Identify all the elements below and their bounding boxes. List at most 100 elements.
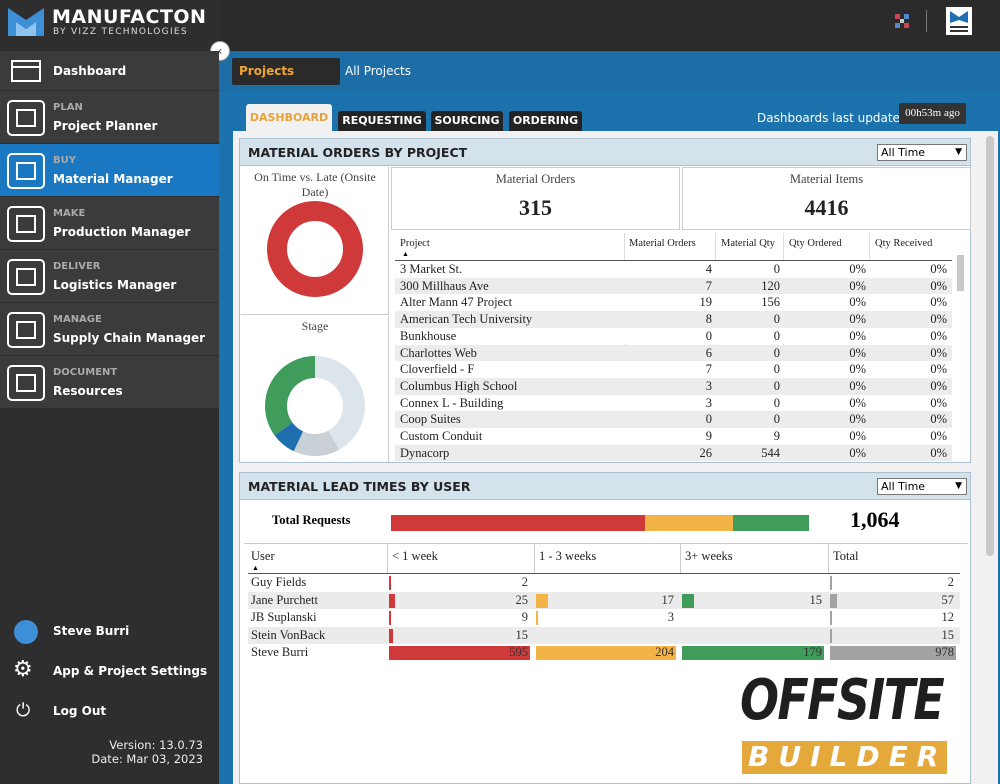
tab[interactable]: SOURCING: [431, 111, 503, 131]
table-cell: 8: [705, 312, 712, 327]
bar: [682, 646, 824, 660]
table-row: [395, 377, 952, 395]
table-cell: 0%: [849, 429, 866, 443]
table-cell: Connex L - Building: [400, 395, 504, 410]
bar: [536, 611, 539, 625]
filter-select[interactable]: All Time ▼: [877, 478, 967, 495]
panel-title: MATERIAL LEAD TIMES BY USER: [248, 479, 471, 494]
table-cell: 0%: [849, 412, 866, 427]
bar-value: 15: [515, 627, 529, 642]
table-cell: 7: [705, 278, 712, 293]
column-header[interactable]: < 1 week: [392, 549, 438, 563]
column-header[interactable]: 3+ weeks: [685, 549, 733, 563]
scrollbar[interactable]: [986, 136, 994, 556]
icon-shape: [11, 60, 41, 82]
user-name-cell: Guy Fields: [251, 575, 307, 589]
bar-value: 57: [941, 592, 955, 607]
table-cell: 0: [705, 328, 712, 343]
panel: MATERIAL ORDERS BY PROJECT All Time ▼ On Ti…: [239, 138, 971, 463]
table-cell: Custom Conduit: [400, 429, 483, 443]
settings-link[interactable]: App & Project Settings: [53, 664, 208, 678]
panel: MATERIAL LEAD TIMES BY USER All Time ▼ Tota…: [239, 472, 971, 784]
total-label: Total Requests: [272, 513, 351, 527]
last-updated-label: Dashboards last updated:: [757, 111, 912, 125]
date: Date: Mar 03, 2023: [91, 752, 203, 766]
lead-table: User < 1 week 1 - 3 weeks 3+ weeks Total ▲ Guy…: [244, 543, 968, 663]
table-cell: 7: [705, 362, 712, 377]
table-row: [395, 294, 952, 312]
nav-item[interactable]: MAKE Production Manager: [0, 197, 219, 250]
table-cell: 9: [705, 429, 712, 443]
table-cell: 19: [699, 295, 713, 310]
bar-value: 15: [941, 627, 955, 642]
logout-link[interactable]: Log Out: [53, 704, 107, 718]
bar-value: 15: [809, 592, 823, 607]
table-cell: 9: [773, 429, 780, 443]
table-cell: 0%: [930, 395, 947, 410]
table-scrollbar[interactable]: [957, 255, 964, 291]
nav-item[interactable]: Dashboard: [0, 51, 219, 91]
table-cell: 0%: [930, 445, 947, 460]
sort-arrow: ▲: [402, 250, 409, 258]
column-header[interactable]: Material Orders: [629, 238, 696, 249]
column-header[interactable]: Total: [833, 549, 859, 563]
header-rule: [395, 260, 952, 261]
tab[interactable]: DASHBOARD: [246, 104, 332, 131]
nav-item[interactable]: DOCUMENT Resources: [0, 356, 219, 409]
nav-label: Dashboard: [53, 64, 127, 78]
nav-item[interactable]: PLAN Project Planner: [0, 91, 219, 144]
column-header[interactable]: Qty Ordered: [789, 238, 842, 249]
orders-table: Project Material Orders Material Qty Qty Or…: [392, 233, 970, 461]
column-header[interactable]: User: [251, 549, 275, 563]
user-avatar: [14, 620, 38, 644]
icon-shape: [16, 320, 36, 339]
app-icon[interactable]: [892, 11, 912, 31]
nav-item[interactable]: MANAGE Supply Chain Manager: [0, 303, 219, 356]
table-cell: 26: [699, 445, 713, 460]
account-icon[interactable]: [946, 7, 972, 35]
icon-shape: [16, 161, 36, 180]
bar: [536, 646, 676, 660]
nav-section: MANAGE: [53, 314, 102, 325]
bar: [389, 646, 530, 660]
column-header[interactable]: Project: [400, 238, 430, 249]
table-row: [395, 428, 952, 445]
total-bar-segment: [732, 515, 809, 531]
nav-icon: [7, 364, 45, 401]
column-header[interactable]: 1 - 3 weeks: [539, 549, 597, 563]
table-cell: 0%: [849, 295, 866, 310]
nav-icon: [7, 258, 45, 295]
table-cell: 0%: [849, 362, 866, 377]
tab[interactable]: ORDERING: [509, 111, 582, 131]
column-header[interactable]: Material Qty: [721, 238, 775, 249]
nav-icon: [7, 311, 45, 348]
nav-item[interactable]: BUY Material Manager: [0, 144, 219, 197]
sort-arrow: ▲: [252, 564, 259, 572]
table-row: [248, 574, 960, 592]
filter-select[interactable]: All Time ▼: [877, 144, 967, 161]
select-arrow: ▼: [955, 481, 962, 491]
panel-title: MATERIAL ORDERS BY PROJECT: [248, 145, 468, 160]
user-name[interactable]: Steve Burri: [53, 624, 130, 638]
total-bar-segment: [644, 515, 733, 531]
projects-badge[interactable]: Projects (58/58):: [232, 58, 340, 105]
bar-value: 12: [941, 610, 955, 624]
tab[interactable]: REQUESTING: [338, 111, 426, 131]
table-cell: 0%: [930, 278, 947, 293]
bar: [830, 576, 832, 590]
nav-label: Project Planner: [53, 119, 158, 133]
total-value: 1,064: [850, 507, 900, 532]
panel-header: [240, 139, 970, 166]
nav-section: PLAN: [53, 102, 83, 113]
kpi-box: Material Items 4416: [682, 167, 971, 230]
kpi-label: Material Items: [789, 172, 864, 186]
table-cell: 0%: [930, 328, 947, 343]
table-cell: 4: [705, 262, 712, 276]
column-header[interactable]: Qty Received: [875, 238, 933, 249]
nav-item[interactable]: DELIVER Logistics Manager: [0, 250, 219, 303]
table-cell: 0%: [930, 345, 947, 360]
bar: [536, 593, 548, 608]
icon-shape: [16, 108, 36, 127]
kpi-label: Material Orders: [495, 172, 576, 186]
bar: [389, 593, 395, 608]
